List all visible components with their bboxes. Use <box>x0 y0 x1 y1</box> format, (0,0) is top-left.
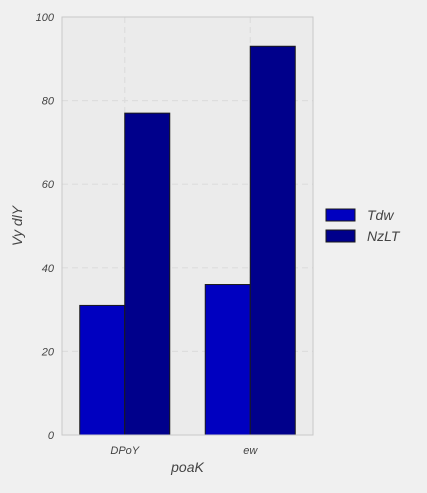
y-tick-label: 100 <box>36 12 55 24</box>
y-axis-label: Vy dlY <box>9 204 25 246</box>
legend-label: Tdw <box>367 207 394 223</box>
bar <box>204 284 251 436</box>
legend: Tdw NzLT <box>325 207 401 244</box>
x-tick-label: DPoY <box>110 445 139 457</box>
legend-label: NzLT <box>367 228 401 244</box>
bar <box>79 304 126 436</box>
bar <box>124 112 171 436</box>
legend-swatch <box>325 229 356 243</box>
plot-frame <box>61 16 314 436</box>
legend-swatch <box>325 208 356 222</box>
y-tick-label: 80 <box>42 96 55 108</box>
y-tick-label: 0 <box>48 430 55 442</box>
x-axis-label: poaK <box>170 459 204 475</box>
y-tick-label: 40 <box>42 263 55 275</box>
y-axis-ticks: 0 20 40 60 80 100 <box>36 12 55 442</box>
x-tick-label: ew <box>243 445 258 457</box>
y-tick-label: 60 <box>42 179 55 191</box>
bar <box>249 45 296 436</box>
y-tick-label: 20 <box>41 346 55 358</box>
x-axis-ticks: DPoY ew <box>110 445 258 457</box>
